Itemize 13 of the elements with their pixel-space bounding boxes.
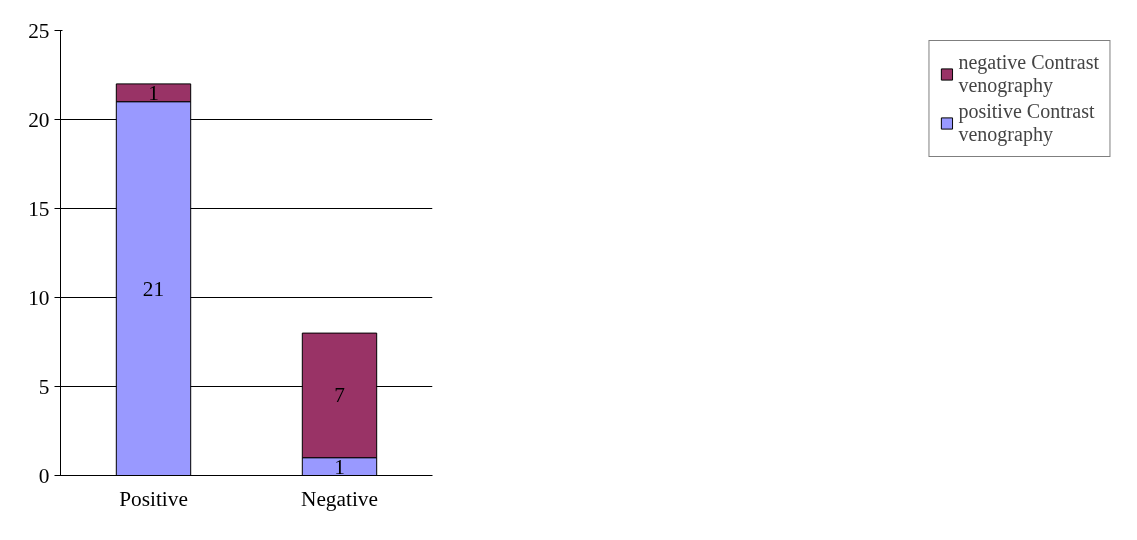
y-tick-label: 15 <box>28 196 50 221</box>
data-label: 1 <box>334 454 345 479</box>
y-tick-label: 20 <box>28 107 50 132</box>
data-label: 7 <box>334 383 346 408</box>
x-tick-label: Negative <box>301 486 378 511</box>
y-tick-label: 0 <box>38 463 50 488</box>
data-label: 21 <box>142 276 165 301</box>
y-tick-label: 5 <box>38 374 50 399</box>
legend-label: positive Contrast venography <box>958 100 1095 146</box>
x-tick-label: Positive <box>119 486 188 511</box>
data-label: 1 <box>148 80 159 105</box>
y-tick-label: 10 <box>28 285 50 310</box>
y-tick-label: 25 <box>28 18 50 43</box>
